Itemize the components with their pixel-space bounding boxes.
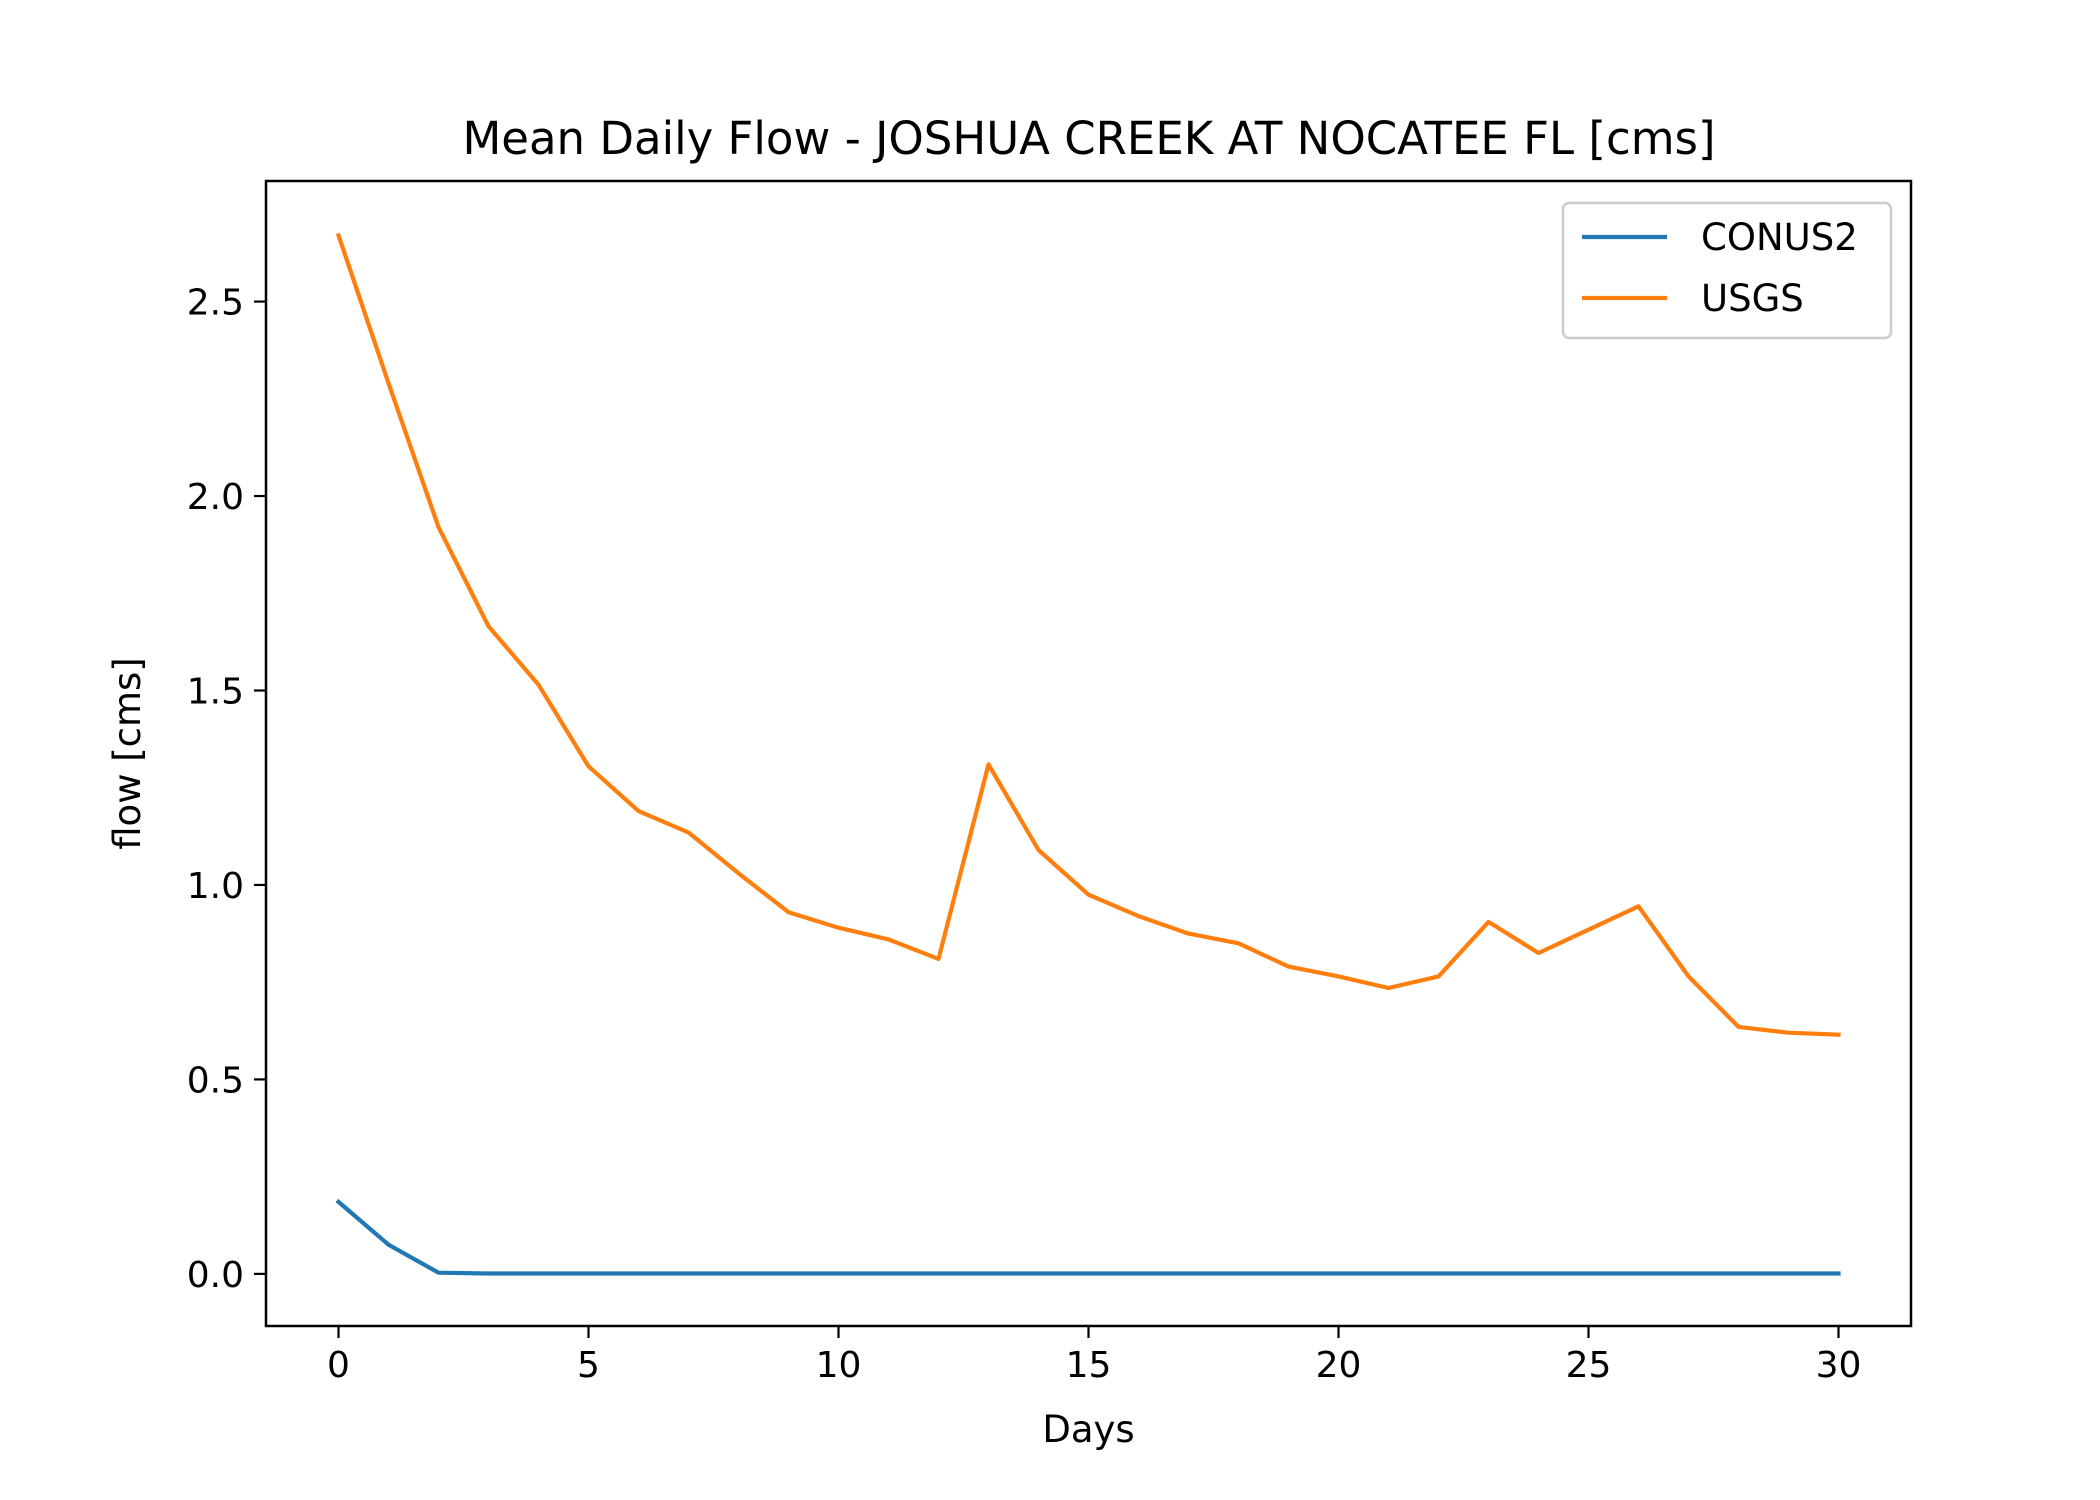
x-tick-label: 15	[1066, 1345, 1112, 1386]
x-tick-label: 30	[1816, 1345, 1862, 1386]
chart-title: Mean Daily Flow - JOSHUA CREEK AT NOCATE…	[462, 112, 1715, 165]
y-axis-label: flow [cms]	[106, 657, 149, 850]
plot-area	[264, 179, 1913, 1328]
legend-label-conus2: CONUS2	[1701, 216, 1858, 259]
y-tick-label: 2.5	[187, 283, 244, 324]
legend-label-usgs: USGS	[1701, 277, 1804, 320]
x-tick-label: 10	[816, 1345, 862, 1386]
series-line-usgs	[335, 232, 1841, 1037]
y-tick-label: 0.0	[187, 1255, 244, 1296]
x-tick-label: 25	[1566, 1345, 1612, 1386]
x-tick-label: 20	[1316, 1345, 1362, 1386]
y-axis: 0.0 0.5 1.0 1.5 2.0 2.5	[187, 283, 266, 1296]
x-tick-label: 5	[577, 1345, 600, 1386]
y-tick-label: 1.5	[187, 671, 244, 712]
y-tick-label: 0.5	[187, 1060, 244, 1101]
series-layer	[335, 232, 1841, 1276]
y-tick-label: 1.0	[187, 866, 244, 907]
y-tick-label: 2.0	[187, 477, 244, 518]
x-tick-label: 0	[327, 1345, 350, 1386]
x-axis: 0 5 10 15 20 25 30	[327, 1326, 1861, 1386]
x-axis-label: Days	[1042, 1408, 1134, 1451]
legend: CONUS2 USGS	[1561, 201, 1893, 340]
plot-background	[266, 181, 1911, 1326]
series-line-conus2	[335, 1198, 1841, 1276]
